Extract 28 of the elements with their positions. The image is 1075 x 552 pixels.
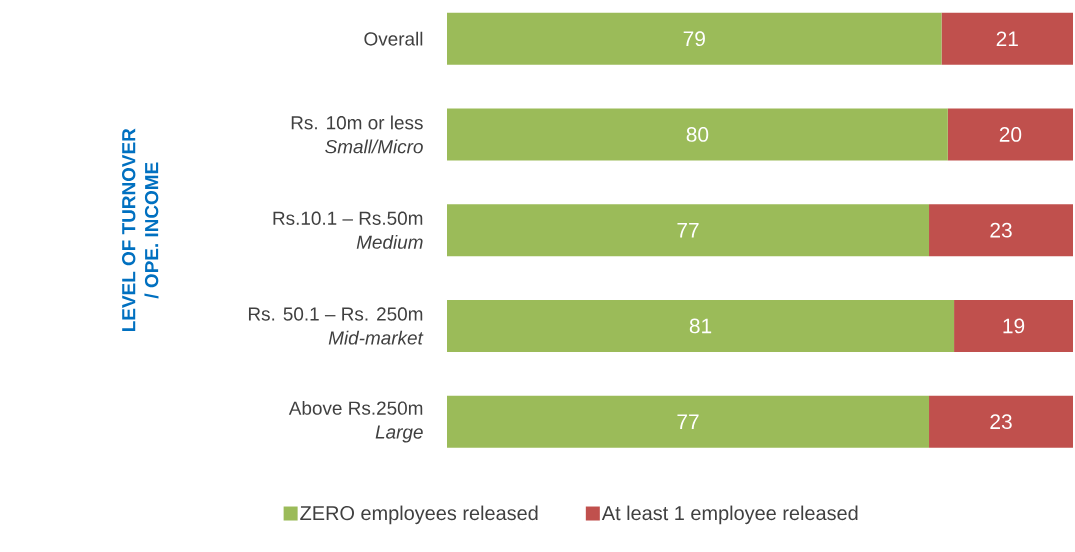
data-label: 23	[990, 222, 1012, 238]
y-tick-label: Rs.10.1 – Rs.50m Medium	[273, 211, 423, 249]
data-label: 77	[677, 414, 699, 429]
data-label: 19	[1003, 318, 1025, 334]
data-label: 80	[686, 127, 709, 142]
y-tick-label: Overall	[364, 31, 423, 46]
bar	[447, 395, 930, 448]
bar	[929, 395, 1074, 448]
bar	[447, 299, 955, 352]
data-label: 79	[683, 31, 705, 47]
bar	[447, 12, 942, 65]
bar	[947, 108, 1074, 161]
y-axis-title: LEVEL OF TURNOVER / OPE. INCOME	[122, 128, 159, 331]
bar	[941, 12, 1074, 65]
legend-label: At least 1 employee released	[601, 505, 858, 525]
data-label: 77	[677, 223, 699, 238]
bar	[447, 204, 930, 257]
bar	[929, 204, 1074, 257]
data-label: 81	[689, 318, 712, 334]
y-tick-label: Above Rs.250m Large	[288, 400, 423, 443]
data-label: 21	[996, 31, 1018, 46]
y-tick-label: Rs. 50.1 – Rs. 250m Mid-market	[248, 307, 424, 345]
data-label: 23	[990, 414, 1012, 430]
bar	[954, 299, 1074, 352]
bar	[447, 108, 948, 161]
data-label: 20	[999, 127, 1022, 142]
y-tick-label: Rs. 10m or less Small/Micro	[291, 115, 423, 154]
legend-label: ZERO employees released	[300, 505, 538, 525]
